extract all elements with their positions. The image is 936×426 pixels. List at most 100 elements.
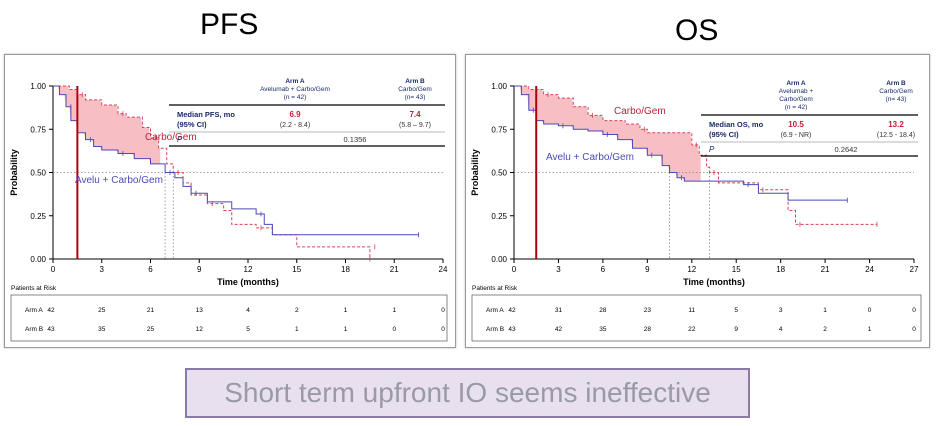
x-tick-label: 27 — [910, 265, 919, 274]
table-header-arm-a: Arm A — [786, 80, 806, 87]
os-chart: 0.000.250.500.751.000 3 6 9 12 15 18 21 24 27Time… — [470, 80, 922, 342]
at-risk-value: 21 — [147, 307, 155, 314]
difference-band — [53, 86, 161, 164]
p-label: P — [709, 145, 715, 154]
at-risk-value: 0 — [912, 307, 916, 314]
os-title: OS — [675, 14, 719, 47]
p-value: 0.2642 — [835, 145, 858, 154]
caption-text: Short term upfront IO seems ineffective — [224, 377, 711, 408]
x-axis-label: Time (months) — [217, 277, 279, 287]
at-risk-value: 42 — [555, 326, 563, 333]
median-arm-a: 6.9 — [289, 110, 301, 119]
table-header-arm-a: (n = 42) — [284, 94, 307, 101]
at-risk-value: 2 — [823, 326, 827, 333]
y-tick-label: 0.75 — [491, 125, 507, 134]
series-arm-a — [53, 85, 419, 236]
at-risk-value: 9 — [734, 326, 738, 333]
x-tick-label: 15 — [732, 265, 741, 274]
at-risk-value: 35 — [98, 326, 106, 333]
at-risk-value: 5 — [734, 307, 738, 314]
table-header-arm-b: Carbo/Gem — [398, 86, 432, 93]
ci-arm-a: (2.2 - 8.4) — [280, 122, 310, 129]
x-tick-label: 24 — [865, 265, 874, 274]
table-header-arm-a: Avelumab + — [779, 88, 814, 95]
at-risk-title: Patients at Risk — [472, 285, 518, 292]
at-risk-value: 0 — [912, 326, 916, 333]
table-row-label: Median PFS, mo — [177, 110, 235, 119]
curve-label-arm-a: Avelu + Carbo/Gem — [546, 152, 634, 163]
at-risk-value: 4 — [779, 326, 783, 333]
at-risk-value: 1 — [344, 326, 348, 333]
y-tick-label: 0.00 — [491, 255, 507, 264]
at-risk-value: 42 — [508, 307, 516, 314]
x-tick-label: 21 — [390, 265, 399, 274]
table-header-arm-b: Arm B — [405, 78, 425, 85]
p-value: 0.1356 — [344, 135, 367, 144]
at-risk-row-label: Arm B — [486, 326, 504, 333]
y-tick-label: 1.00 — [30, 82, 46, 91]
at-risk-value: 1 — [868, 326, 872, 333]
at-risk-value: 5 — [246, 326, 250, 333]
table-header-arm-b: Carbo/Gem — [879, 88, 913, 95]
caption-box: Short term upfront IO seems ineffective — [185, 368, 750, 418]
at-risk-value: 0 — [441, 307, 445, 314]
table-row-label: Median OS, mo — [709, 120, 764, 129]
at-risk-value: 28 — [644, 326, 652, 333]
at-risk-value: 43 — [47, 326, 55, 333]
curve-label-arm-b: Carbo/Gem — [614, 106, 666, 117]
pfs-panel: 0.00 0.25 0.50 0.75 1.00 0 3 6 9 12 15 18 21 24 Time (… — [4, 54, 456, 348]
pfs-title: PFS — [200, 8, 259, 41]
y-tick-label: 0.50 — [30, 169, 46, 178]
x-tick-label: 6 — [601, 265, 606, 274]
at-risk-value: 35 — [599, 326, 607, 333]
table-header-arm-b: (n= 43) — [886, 96, 907, 103]
ci-arm-b: (12.5 - 18.4) — [877, 132, 915, 139]
table-header-arm-a: (n = 42) — [785, 104, 808, 111]
table-row-label: (95% CI) — [177, 120, 207, 129]
at-risk-value: 0 — [441, 326, 445, 333]
y-axis-label: Probability — [9, 149, 19, 196]
at-risk-value: 1 — [392, 307, 396, 314]
x-tick-label: 0 — [51, 265, 56, 274]
x-tick-label: 0 — [512, 265, 517, 274]
table-header-arm-b: Arm B — [886, 80, 906, 87]
y-tick-label: 0.25 — [491, 212, 507, 221]
x-tick-label: 24 — [439, 265, 448, 274]
x-tick-label: 12 — [687, 265, 696, 274]
at-risk-value: 43 — [508, 326, 516, 333]
at-risk-row-label: Arm A — [25, 307, 43, 314]
x-tick-label: 15 — [292, 265, 301, 274]
at-risk-value: 3 — [779, 307, 783, 314]
at-risk-value: 4 — [246, 307, 250, 314]
table-header-arm-a: Avelumab + Carbo/Gem — [260, 86, 330, 93]
x-axis-label: Time (months) — [683, 277, 745, 287]
x-tick-label: 9 — [645, 265, 650, 274]
at-risk-row-label: Arm B — [25, 326, 43, 333]
at-risk-value: 11 — [688, 307, 695, 314]
at-risk-title: Patients at Risk — [11, 285, 57, 292]
x-tick-label: 3 — [556, 265, 561, 274]
table-header-arm-a: Carbo/Gem — [779, 96, 813, 103]
at-risk-value: 0 — [868, 307, 872, 314]
os-panel: 0.00 0.25 0.50 0.75 1.00 0 3 6 9 12 15 18 21 24 27 Time… — [465, 54, 930, 348]
at-risk-value: 1 — [344, 307, 348, 314]
x-tick-label: 12 — [244, 265, 253, 274]
at-risk-value: 25 — [98, 307, 106, 314]
median-arm-b: 13.2 — [888, 120, 904, 129]
at-risk-value: 1 — [295, 326, 299, 333]
at-risk-row-label: Arm A — [486, 307, 504, 314]
curve-label-arm-b: Carbo/Gem — [145, 132, 197, 143]
at-risk-value: 22 — [688, 326, 696, 333]
y-tick-label: 0.50 — [491, 169, 507, 178]
x-tick-label: 18 — [776, 265, 785, 274]
median-arm-a: 10.5 — [788, 120, 804, 129]
ci-arm-a: (6.9 - NR) — [781, 132, 812, 139]
table-header-arm-b: (n= 43) — [405, 94, 426, 101]
at-risk-value: 28 — [599, 307, 607, 314]
y-axis-label: Probability — [470, 149, 480, 196]
at-risk-value: 0 — [392, 326, 396, 333]
at-risk-box — [10, 294, 448, 342]
at-risk-value: 23 — [644, 307, 652, 314]
at-risk-value: 42 — [47, 307, 55, 314]
